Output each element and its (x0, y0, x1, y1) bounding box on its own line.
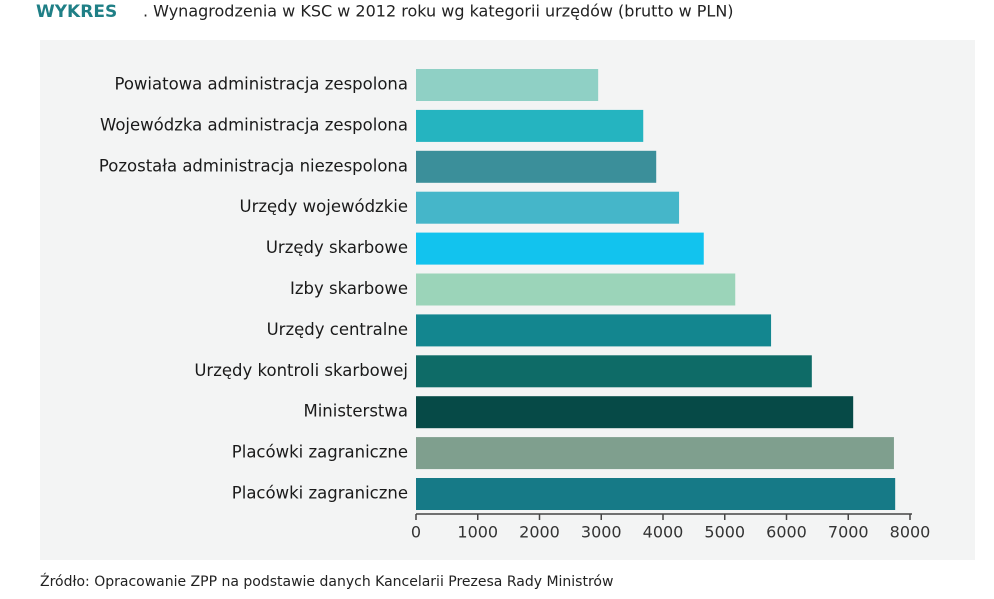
y-tick-label: Powiatowa administracja zespolona (114, 75, 408, 94)
y-tick-label: Urzędy wojewódzkie (240, 197, 409, 216)
source-note: Źródło: Opracowanie ZPP na podstawie dan… (40, 572, 613, 590)
bar (416, 69, 599, 101)
bar (416, 314, 772, 347)
x-tick-label: 7000 (828, 523, 869, 542)
x-tick-label: 3000 (581, 523, 622, 542)
y-tick-label: Placówki zagraniczne (232, 484, 408, 503)
bar (416, 437, 894, 470)
x-tick-label: 5000 (704, 523, 745, 542)
y-tick-label: Urzędy centralne (267, 320, 408, 339)
bar (416, 109, 644, 142)
y-tick-label: Pozostała administracja niezespolona (99, 156, 408, 175)
y-tick-label: Urzędy kontroli skarbowej (194, 361, 408, 380)
bar (416, 396, 854, 429)
y-tick-label: Izby skarbowe (290, 279, 408, 298)
x-tick-label: 1000 (457, 523, 498, 542)
bar (416, 355, 812, 388)
bar (416, 273, 736, 306)
x-tick-label: 6000 (766, 523, 807, 542)
x-tick-label: 8000 (890, 523, 931, 542)
y-tick-label: Urzędy skarbowe (266, 238, 408, 257)
y-tick-label: Wojewódzka administracja zespolona (100, 115, 408, 134)
chart-title: . Wynagrodzenia w KSC w 2012 roku wg kat… (143, 2, 734, 21)
chart-label: WYKRES (36, 2, 117, 22)
x-tick-label: 2000 (519, 523, 560, 542)
y-tick-label: Placówki zagraniczne (232, 443, 408, 462)
x-tick-label: 0 (411, 523, 421, 542)
y-tick-label: Ministerstwa (303, 402, 408, 421)
x-tick-label: 4000 (643, 523, 684, 542)
bar (416, 478, 896, 510)
bar (416, 232, 704, 265)
bar (416, 191, 680, 224)
bar (416, 150, 657, 183)
